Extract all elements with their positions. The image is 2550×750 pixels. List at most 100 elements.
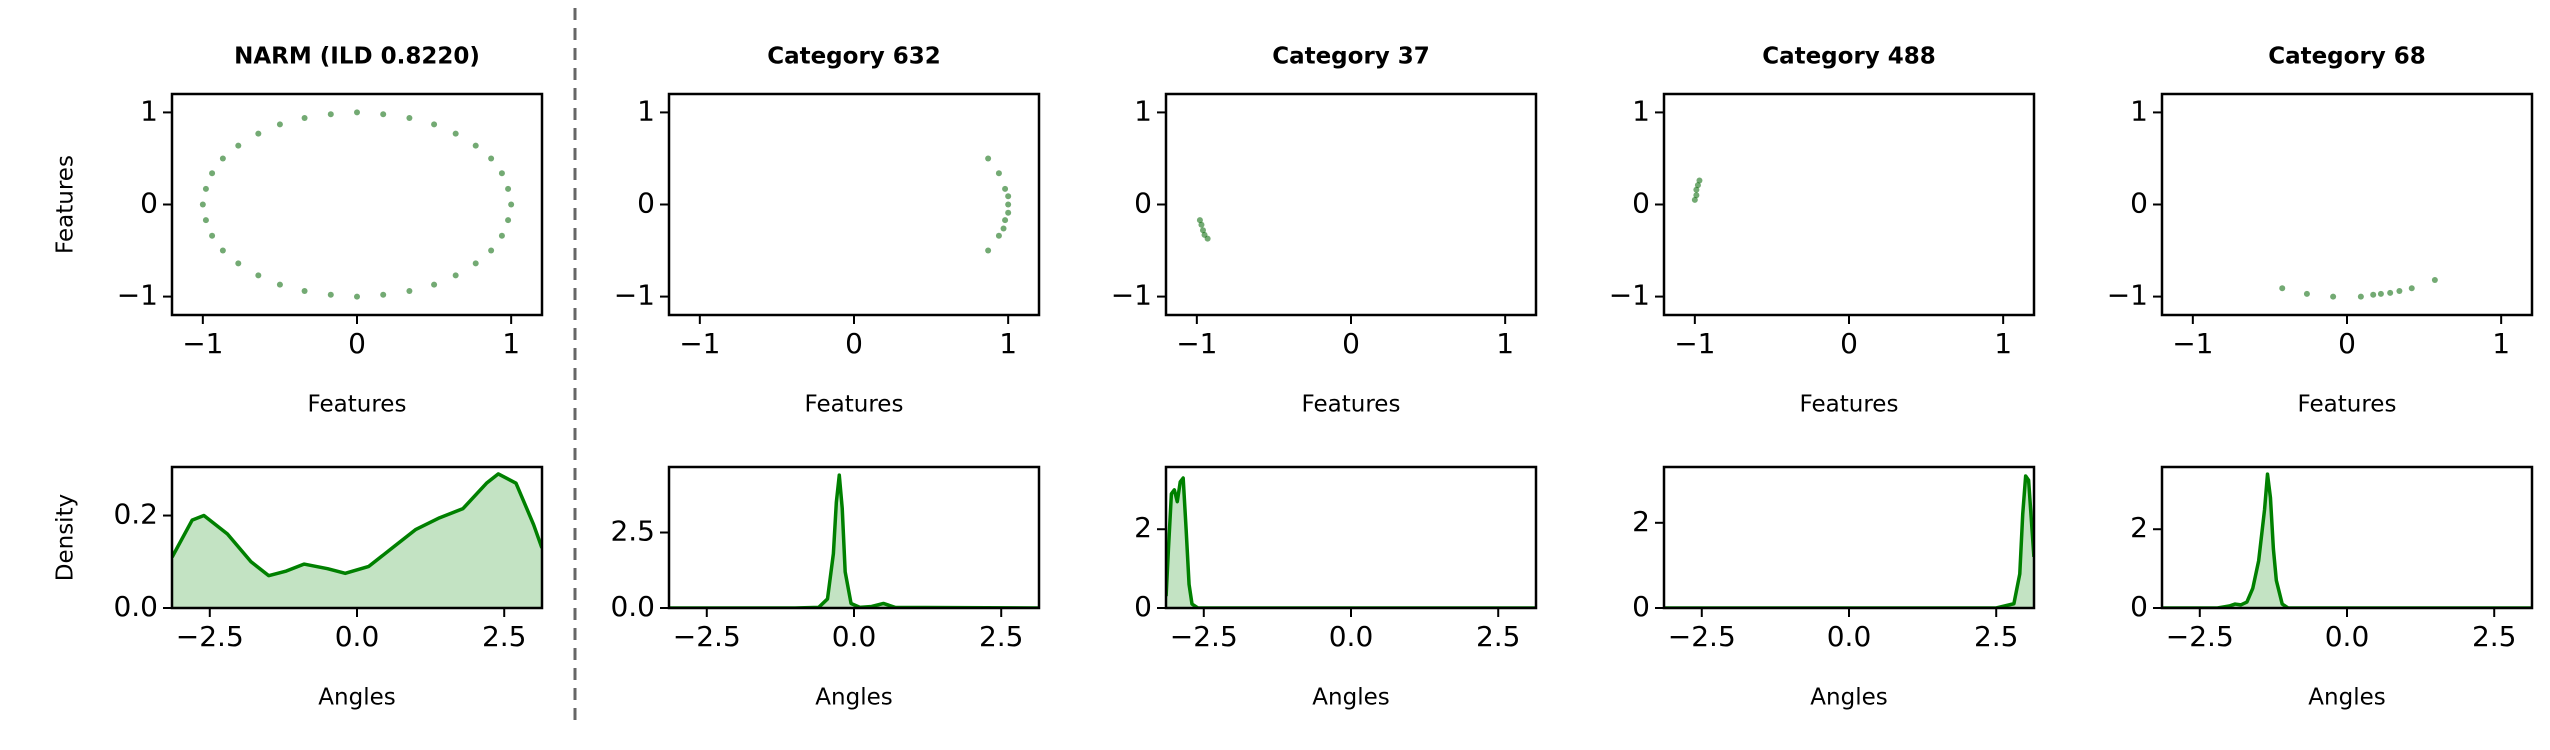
y-tick-label: 0 — [1134, 590, 1152, 623]
x-tick-label: 2.5 — [2472, 620, 2517, 653]
point — [235, 260, 242, 267]
point — [1696, 177, 1703, 184]
y-tick-label: 0 — [637, 187, 655, 220]
x-tick-label: 1 — [2492, 327, 2510, 360]
point — [235, 142, 242, 149]
point — [431, 281, 438, 288]
x-tick-label: 2.5 — [1974, 620, 2019, 653]
x-tick-label: 0 — [348, 327, 366, 360]
chart-title: NARM (ILD 0.8220) — [234, 44, 480, 70]
x-tick-label: 2.5 — [979, 620, 1024, 653]
point — [2396, 288, 2403, 295]
point — [406, 114, 413, 121]
x-tick-label: 0 — [845, 327, 863, 360]
point — [1002, 185, 1009, 192]
x-axis-label: Angles — [1810, 685, 1887, 711]
area-fill — [669, 475, 1039, 608]
point — [276, 121, 283, 128]
y-tick-label: 0 — [1632, 187, 1650, 220]
x-tick-label: 0 — [1342, 327, 1360, 360]
x-tick-label: −2.5 — [2166, 620, 2234, 653]
point — [327, 291, 334, 298]
x-tick-label: −1 — [182, 327, 223, 360]
x-axis-label: Angles — [1312, 685, 1389, 711]
point — [255, 130, 262, 137]
axes-frame — [170, 92, 544, 317]
axes-frame — [667, 92, 1041, 317]
point — [1005, 193, 1012, 200]
point — [219, 155, 226, 162]
point — [1005, 209, 1012, 216]
point — [301, 114, 308, 121]
y-tick-label: −1 — [1609, 279, 1650, 312]
x-tick-label: 0.0 — [1827, 620, 1872, 653]
density-line — [172, 472, 542, 578]
y-tick-label: −1 — [1111, 279, 1152, 312]
axes-frame — [2160, 92, 2534, 317]
density-line — [1664, 474, 2034, 608]
point — [209, 232, 216, 239]
y-tick-label: 2 — [1134, 511, 1152, 544]
x-axis-label: Angles — [318, 685, 395, 711]
point — [202, 185, 209, 192]
point — [472, 260, 479, 267]
point — [505, 185, 512, 192]
axes-frame — [667, 465, 1041, 610]
point — [498, 170, 505, 177]
chart-title: Category 488 — [1762, 44, 1936, 70]
y-tick-label: 1 — [1632, 94, 1650, 127]
y-tick-label: 0 — [2130, 590, 2148, 623]
point — [380, 291, 387, 298]
x-tick-label: 0.0 — [335, 620, 380, 653]
point — [508, 201, 515, 208]
point — [1000, 225, 1007, 232]
point — [2431, 277, 2438, 284]
point — [2377, 290, 2384, 297]
point — [995, 170, 1002, 177]
density-line — [1166, 476, 1536, 608]
point — [498, 232, 505, 239]
point — [452, 130, 459, 137]
point — [1198, 221, 1205, 228]
x-axis-label: Features — [1800, 392, 1899, 418]
area-fill — [1664, 475, 2034, 608]
point — [488, 247, 495, 254]
point — [2279, 285, 2286, 292]
point — [505, 217, 512, 224]
point — [1200, 227, 1206, 234]
area-fill — [1166, 478, 1536, 608]
x-tick-label: 2.5 — [482, 620, 527, 653]
point — [1196, 217, 1203, 224]
point — [2370, 291, 2377, 298]
x-tick-label: 1 — [999, 327, 1017, 360]
point — [2303, 290, 2310, 297]
point — [472, 142, 479, 149]
x-tick-label: −1 — [1674, 327, 1715, 360]
point — [1694, 182, 1701, 189]
x-axis-label: Features — [805, 392, 904, 418]
x-axis-label: Angles — [815, 685, 892, 711]
point — [2408, 285, 2415, 292]
x-tick-label: −1 — [679, 327, 720, 360]
y-tick-label: 0.0 — [610, 590, 655, 623]
point — [488, 155, 495, 162]
point — [380, 111, 387, 118]
x-tick-label: 0.0 — [1329, 620, 1374, 653]
x-tick-label: 0 — [2338, 327, 2356, 360]
x-tick-label: −2.5 — [176, 620, 244, 653]
y-tick-label: 0 — [140, 187, 158, 220]
point — [209, 170, 216, 177]
point — [1204, 235, 1211, 242]
y-tick-label: 0 — [1632, 590, 1650, 623]
y-tick-label: 1 — [1134, 94, 1152, 127]
x-tick-label: −2.5 — [1170, 620, 1238, 653]
y-tick-label: 1 — [140, 94, 158, 127]
chart-title: Category 632 — [767, 44, 941, 70]
density-line — [669, 473, 1039, 608]
y-axis-label: Density — [53, 494, 79, 581]
point — [1693, 192, 1700, 199]
point — [1002, 217, 1009, 224]
axes-frame — [1164, 92, 1538, 317]
y-tick-label: 2.5 — [610, 515, 655, 548]
